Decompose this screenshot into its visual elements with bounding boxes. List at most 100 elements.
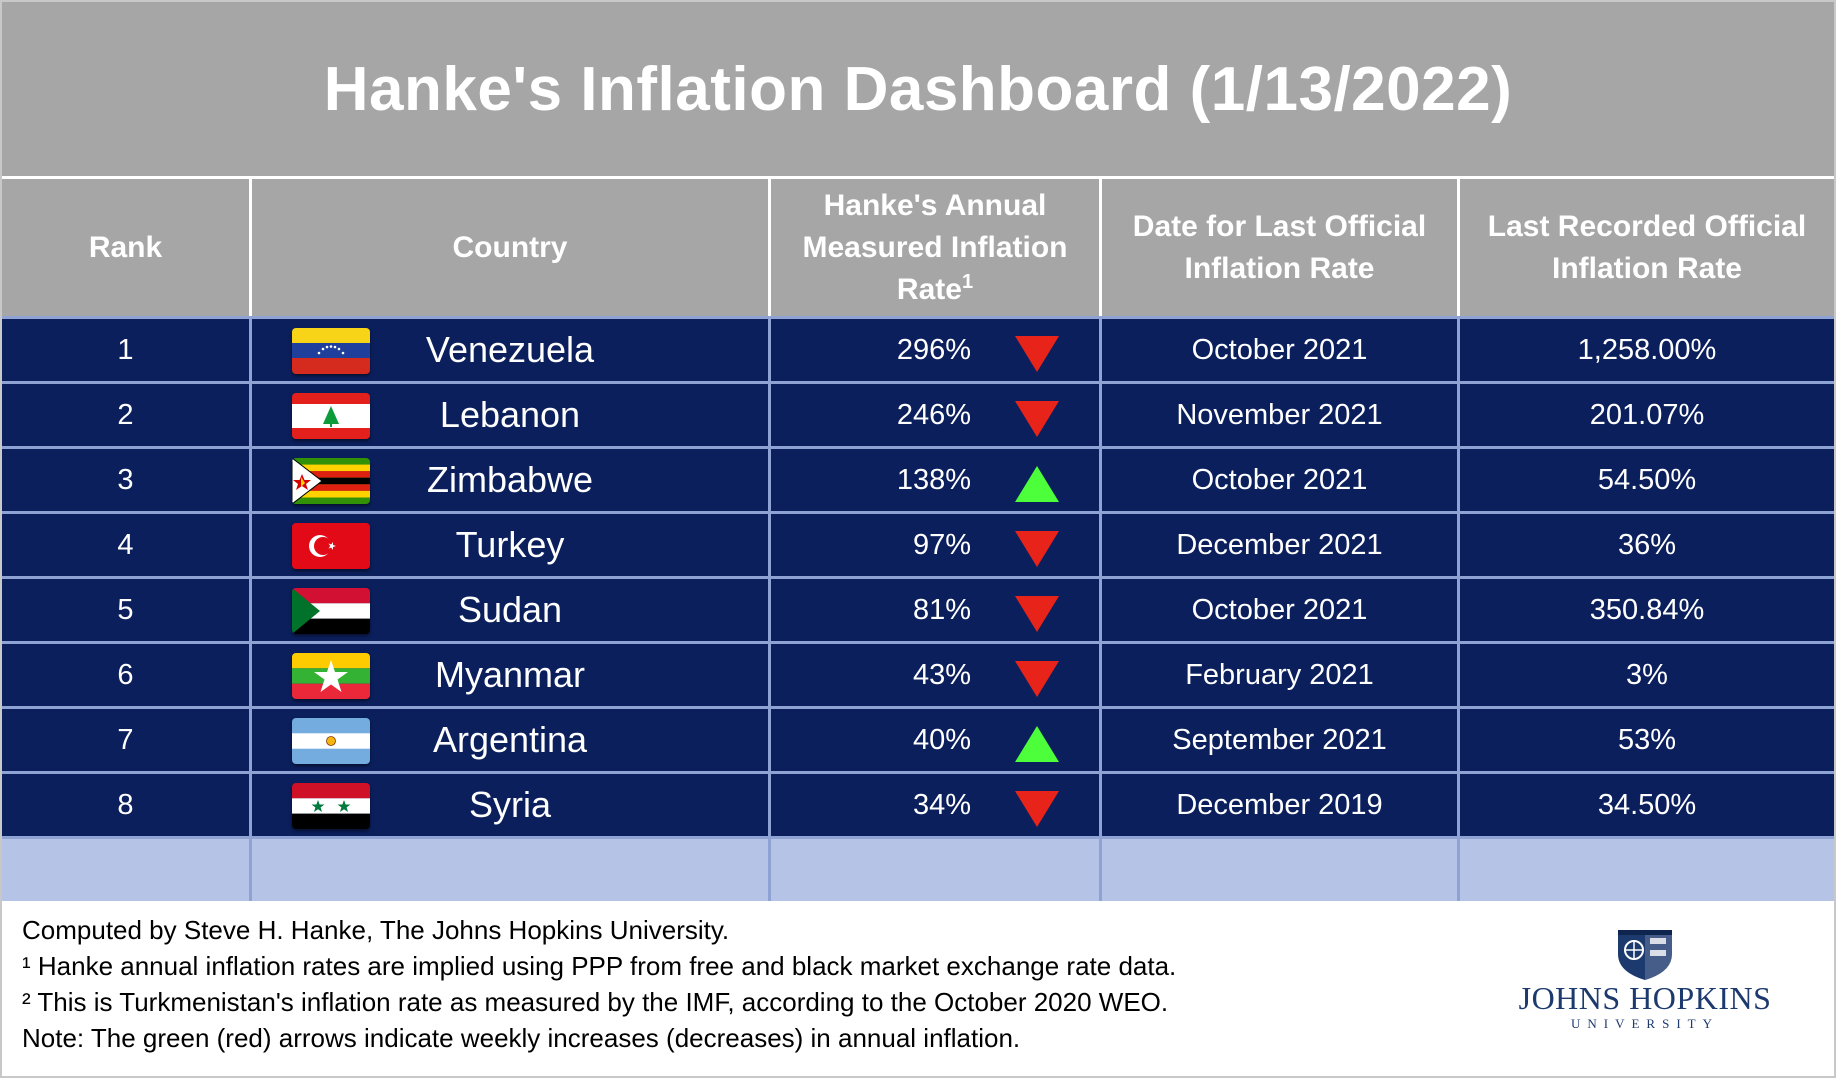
country-cell: Zimbabwe — [249, 446, 768, 511]
header-country-label: Country — [453, 227, 568, 269]
country-cell: Venezuela — [249, 316, 768, 381]
header-line: Country — [452, 230, 568, 264]
header-hanke-rate-label: Hanke's Annual Measured Inflation Rate1 — [802, 185, 1067, 311]
country-cell: Argentina — [249, 706, 768, 771]
country-name: Syria — [468, 784, 552, 825]
hanke-rate-cell: 246% — [768, 381, 1099, 446]
rank-value: 8 — [117, 788, 134, 821]
header-line: Date for Last Official — [1132, 209, 1427, 243]
header-line: Inflation Rate — [1184, 251, 1375, 285]
rank-cell: 6 — [2, 641, 249, 706]
official-date-cell: October 2021 — [1099, 316, 1457, 381]
country-name: Zimbabwe — [426, 459, 594, 500]
rank-value: 7 — [117, 723, 134, 756]
header-official-date: Date for Last Official Inflation Rate — [1099, 176, 1457, 316]
arrow-down-icon — [1013, 595, 1061, 633]
official-date-cell: December 2019 — [1099, 771, 1457, 836]
hanke-rate-cell: 81% — [768, 576, 1099, 641]
rank-value: 1 — [117, 333, 134, 366]
official-date-cell: December 2021 — [1099, 511, 1457, 576]
hanke-rate-cell: 138% — [768, 446, 1099, 511]
official-rate-cell: 54.50% — [1457, 446, 1834, 511]
country-cell: Sudan — [249, 576, 768, 641]
footnote-2: ² This is Turkmenistan's inflation rate … — [22, 987, 1169, 1017]
country-name: Lebanon — [439, 394, 581, 435]
hanke-rate-value: 81% — [912, 593, 971, 626]
rank-cell: 2 — [2, 381, 249, 446]
arrow-up-icon — [1013, 465, 1061, 503]
official-date-value: October 2021 — [1191, 593, 1368, 626]
dashboard-title: Hanke's Inflation Dashboard (1/13/2022) — [323, 54, 1513, 124]
header-official-date-label: Date for Last Official Inflation Rate — [1133, 206, 1426, 290]
header-line: Rate — [896, 272, 962, 306]
official-rate-value: 34.50% — [1597, 788, 1697, 821]
country-cell: Lebanon — [249, 381, 768, 446]
header-rank: Rank — [2, 176, 249, 316]
hanke-rate-value: 296% — [896, 333, 971, 366]
official-rate-value: 1,258.00% — [1577, 333, 1717, 366]
footnote-1: ¹ Hanke annual inflation rates are impli… — [22, 951, 1177, 981]
rank-cell: 1 — [2, 316, 249, 381]
rank-cell: 5 — [2, 576, 249, 641]
header-rank-label: Rank — [89, 227, 162, 269]
official-date-cell: October 2021 — [1099, 446, 1457, 511]
rank-value: 5 — [117, 593, 134, 626]
official-rate-value: 201.07% — [1589, 398, 1705, 431]
official-rate-value: 53% — [1617, 723, 1677, 756]
official-rate-cell: 36% — [1457, 511, 1834, 576]
official-date-value: October 2021 — [1191, 463, 1368, 496]
rank-value: 2 — [117, 398, 134, 431]
hanke-rate-cell: 40% — [768, 706, 1099, 771]
blank-row-cell — [2, 836, 249, 901]
official-rate-cell: 34.50% — [1457, 771, 1834, 836]
myanmar-flag-icon — [292, 653, 370, 699]
arrow-down-icon — [1013, 530, 1061, 568]
lebanon-flag-icon — [292, 393, 370, 439]
rank-cell: 3 — [2, 446, 249, 511]
country-cell: Myanmar — [249, 641, 768, 706]
arrow-down-icon — [1013, 790, 1061, 828]
arrow-down-icon — [1013, 335, 1061, 373]
header-line: Hanke's Annual — [823, 188, 1047, 222]
hanke-rate-value: 34% — [912, 788, 971, 821]
venezuela-flag-icon — [292, 328, 370, 374]
official-date-value: November 2021 — [1176, 398, 1383, 431]
official-date-value: September 2021 — [1172, 723, 1387, 756]
official-date-value: December 2021 — [1176, 528, 1383, 561]
official-rate-cell: 350.84% — [1457, 576, 1834, 641]
blank-row-cell — [768, 836, 1099, 901]
footnote-marker: 1 — [961, 270, 974, 293]
official-date-cell: September 2021 — [1099, 706, 1457, 771]
hanke-rate-cell: 97% — [768, 511, 1099, 576]
rank-cell: 4 — [2, 511, 249, 576]
rank-cell: 7 — [2, 706, 249, 771]
sudan-flag-icon — [292, 588, 370, 634]
title-bar: Hanke's Inflation Dashboard (1/13/2022) — [2, 2, 1834, 176]
hanke-rate-value: 246% — [896, 398, 971, 431]
jhu-name: JOHNS HOPKINS — [1518, 980, 1772, 1016]
official-date-value: December 2019 — [1176, 788, 1383, 821]
country-name: Myanmar — [434, 654, 586, 695]
arrow-down-icon — [1013, 400, 1061, 438]
country-cell: Syria — [249, 771, 768, 836]
header-line: Last Recorded Official — [1487, 209, 1807, 243]
hanke-rate-cell: 43% — [768, 641, 1099, 706]
official-rate-cell: 3% — [1457, 641, 1834, 706]
country-name: Argentina — [432, 719, 588, 760]
rank-cell: 8 — [2, 771, 249, 836]
rank-value: 4 — [117, 528, 134, 561]
country-name: Venezuela — [425, 329, 595, 370]
hanke-rate-cell: 34% — [768, 771, 1099, 836]
official-rate-value: 350.84% — [1589, 593, 1705, 626]
blank-row-cell — [1457, 836, 1834, 901]
rank-value: 6 — [117, 658, 134, 691]
blank-row-cell — [1099, 836, 1457, 901]
inflation-table: Rank Country Hanke's Annual Measured Inflat… — [2, 176, 1834, 904]
blank-row-cell — [249, 836, 768, 901]
official-date-cell: November 2021 — [1099, 381, 1457, 446]
jhu-subtitle: UNIVERSITY — [1571, 1016, 1719, 1031]
header-hanke-rate: Hanke's Annual Measured Inflation Rate1 — [768, 176, 1099, 316]
country-name: Sudan — [457, 589, 563, 630]
rank-value: 3 — [117, 463, 134, 496]
